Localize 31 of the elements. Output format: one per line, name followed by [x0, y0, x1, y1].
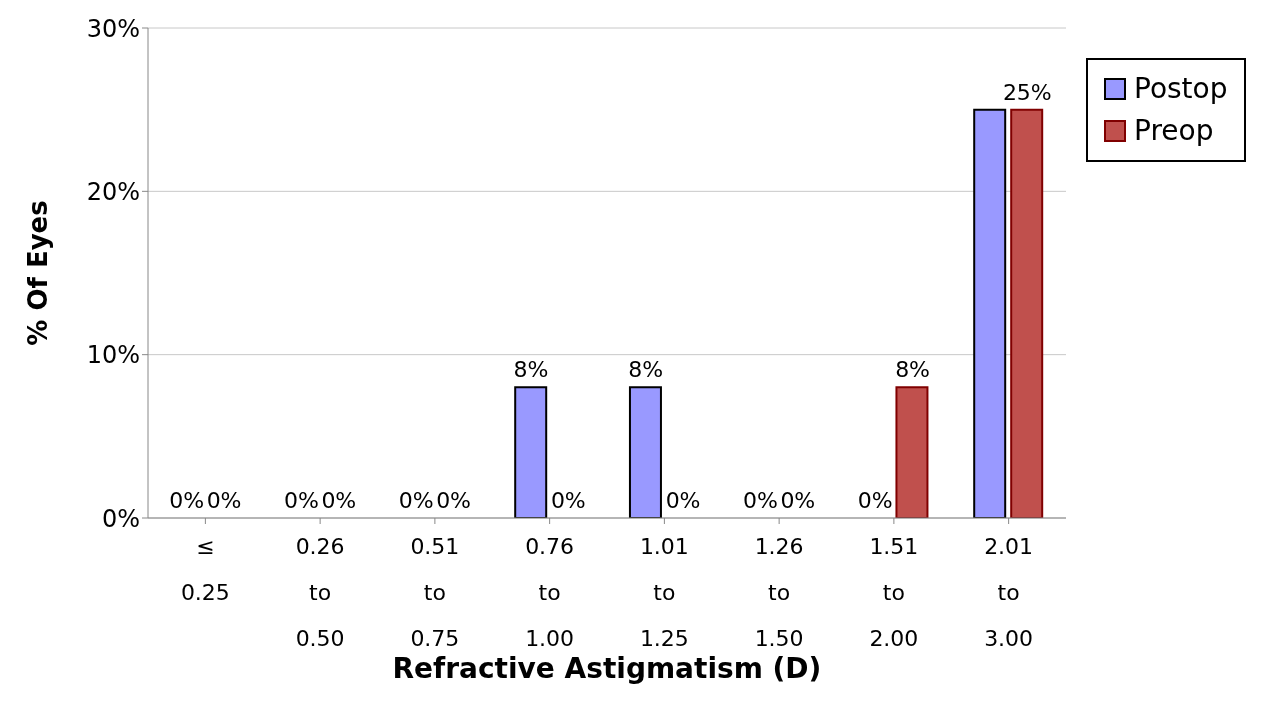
x-tick-label: ≤ 0.25	[180, 534, 230, 605]
legend-label: Preop	[1134, 113, 1214, 149]
data-label: 0%	[665, 488, 701, 513]
data-label: 0%	[780, 488, 816, 513]
x-tick-label: 0.51 to 0.75	[410, 534, 460, 651]
data-label: 0%	[283, 488, 319, 513]
y-tick-label: 0%	[101, 504, 140, 533]
data-label: 8%	[895, 357, 931, 383]
data-label: 0%	[206, 488, 242, 513]
x-tick-label: 1.26 to 1.50	[754, 534, 804, 651]
x-tick-label: 2.01 to 3.00	[984, 534, 1034, 651]
data-label: 0%	[169, 488, 205, 513]
data-label: 8%	[513, 357, 549, 383]
x-tick-label: 1.51 to 2.00	[869, 534, 919, 651]
x-tick-label: 0.26 to 0.50	[295, 534, 345, 651]
legend-label: Postop	[1134, 71, 1228, 107]
data-label: 0%	[398, 488, 434, 513]
data-label: 0%	[321, 488, 357, 513]
data-label: 8%	[628, 357, 664, 383]
x-tick-label: 0.76 to 1.00	[525, 534, 575, 651]
x-tick-label: 1.01 to 1.25	[639, 534, 689, 651]
y-tick-label: 20%	[86, 177, 140, 206]
y-axis-title: % Of Eyes	[23, 200, 54, 346]
x-axis-title: Refractive Astigmatism (D)	[392, 652, 822, 685]
data-label: 0%	[857, 488, 893, 513]
data-label: 0%	[550, 488, 586, 513]
y-tick-label: 10%	[86, 341, 140, 370]
data-label: 0%	[436, 488, 472, 513]
y-tick-label: 30%	[86, 14, 140, 43]
data-label: 0%	[742, 488, 778, 513]
data-label: 25%	[1002, 79, 1052, 105]
